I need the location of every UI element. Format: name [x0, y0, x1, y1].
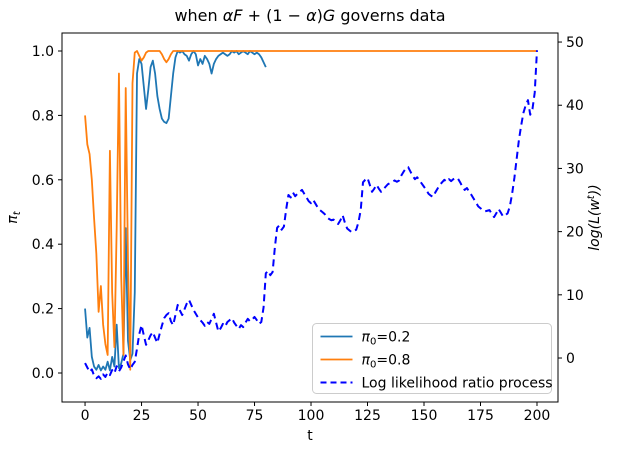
x-tick-label: 50	[189, 408, 207, 424]
x-axis-label-text: t	[307, 428, 313, 444]
legend-label-log_likelihood_ratio: Log likelihood ratio process	[362, 376, 553, 392]
right-tick-label: 30	[566, 161, 584, 177]
x-tick-label: 100	[298, 408, 325, 424]
right-tick-label: 20	[566, 225, 584, 241]
x-tick-label: 200	[524, 408, 551, 424]
x-tick-label: 125	[354, 408, 381, 424]
left-tick-label: 0.6	[32, 173, 54, 189]
x-axis-ticks: 0 25 50 75 100 125 150 175 200	[81, 402, 551, 424]
axes-spines	[61, 32, 559, 403]
legend-label-pi0_08: π0​=0.8	[362, 353, 411, 371]
x-tick-label: 25	[133, 408, 151, 424]
right-tick-label: 0	[566, 351, 575, 367]
left-tick-label: 1.0	[32, 44, 54, 60]
left-axis-label-text: πt​	[5, 210, 23, 223]
right-tick-label: 10	[566, 288, 584, 304]
right-axis-label-text: log(L(wt​))	[586, 184, 603, 250]
left-axis-ticks: 0.0 0.2 0.4 0.6 0.8 1.0	[32, 44, 62, 382]
x-tick-label: 0	[81, 408, 90, 424]
plot-frame	[61, 32, 559, 403]
chart-title-text: when αF + (1 − α)G governs data	[174, 6, 445, 25]
left-axis-label: πt​	[5, 210, 23, 223]
legend-label-pi0_02: π0​=0.2	[362, 330, 411, 348]
right-axis-label: log(L(wt​))	[586, 184, 603, 250]
series-line-pi0_02	[84, 50, 267, 372]
legend-box	[312, 323, 552, 394]
chart-title: when αF + (1 − α)G governs data	[174, 6, 445, 25]
x-tick-label: 175	[467, 408, 494, 424]
right-tick-label: 50	[566, 35, 584, 51]
right-tick-label: 40	[566, 98, 584, 114]
x-tick-label: 75	[246, 408, 264, 424]
left-tick-label: 0.4	[32, 237, 54, 253]
left-tick-label: 0.0	[32, 366, 54, 382]
series-line-log_likelihood_ratio	[84, 50, 538, 380]
legend: π0​=0.2 π0​=0.8 Log likelihood ratio proce…	[312, 323, 553, 394]
left-tick-label: 0.2	[32, 302, 54, 318]
data-series	[84, 50, 538, 380]
x-axis-label: t	[307, 428, 313, 444]
series-line-pi0_08	[84, 50, 537, 371]
left-tick-label: 0.8	[32, 108, 54, 124]
x-tick-label: 150	[411, 408, 438, 424]
right-axis-ticks: 0 10 20 30 40 50	[558, 35, 584, 367]
